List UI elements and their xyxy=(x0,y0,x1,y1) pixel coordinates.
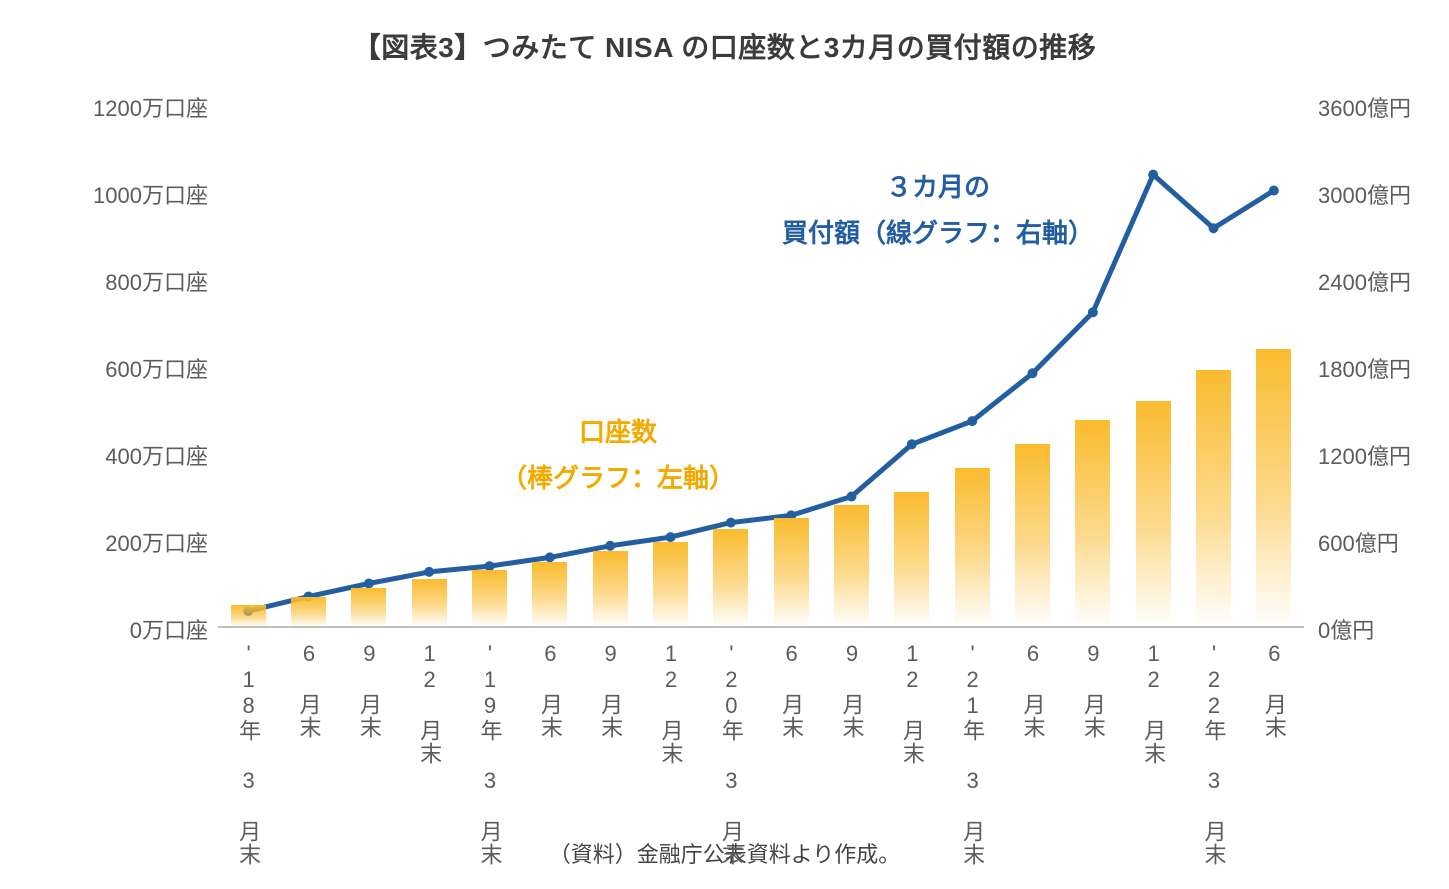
line-path xyxy=(248,175,1274,611)
bar xyxy=(1015,444,1050,627)
bar xyxy=(1136,401,1171,627)
y-left-tick: 400万口座 xyxy=(105,439,208,471)
y-left-tick: 1000万口座 xyxy=(93,178,208,210)
x-tick: 6 月末 xyxy=(1022,641,1044,739)
plot-area: 口座数（棒グラフ：左軸） ３カ月の買付額（線グラフ：右軸） xyxy=(218,105,1304,627)
bar xyxy=(532,562,567,627)
bar xyxy=(834,505,869,627)
x-tick: '22年 3 月末 xyxy=(1203,641,1225,866)
x-tick: 9 月末 xyxy=(358,641,380,739)
line-marker xyxy=(424,567,434,577)
x-tick: 6 月末 xyxy=(1263,641,1285,739)
line-marker xyxy=(847,492,857,502)
bar xyxy=(955,468,990,627)
x-tick: 6 月末 xyxy=(539,641,561,739)
x-tick: '18年 3 月末 xyxy=(237,641,259,866)
x-tick: '19年 3 月末 xyxy=(479,641,501,866)
x-tick: '20年 3 月末 xyxy=(720,641,742,866)
x-tick: '21年 3 月末 xyxy=(961,641,983,866)
bar xyxy=(894,492,929,627)
bar-series-label: 口座数（棒グラフ：左軸） xyxy=(501,410,735,501)
line-series-label: ３カ月の買付額（線グラフ：右軸） xyxy=(782,165,1094,256)
y-right-tick: 600億円 xyxy=(1318,526,1399,558)
line-marker xyxy=(967,416,977,426)
bar xyxy=(1075,420,1110,627)
chart-title: 【図表3】つみたて NISA の口座数と3カ月の買付額の推移 xyxy=(0,26,1449,66)
y-left-tick: 600万口座 xyxy=(105,352,208,384)
line-marker xyxy=(605,541,615,551)
bar xyxy=(1196,370,1231,627)
line-marker xyxy=(1209,223,1219,233)
bar xyxy=(1256,349,1291,627)
line-marker xyxy=(1088,307,1098,317)
x-tick: 9 月末 xyxy=(599,641,621,739)
x-tick: 12 月末 xyxy=(901,641,923,765)
bar xyxy=(351,588,386,627)
line-marker xyxy=(1148,170,1158,180)
y-left-tick: 800万口座 xyxy=(105,265,208,297)
bar xyxy=(593,551,628,627)
y-left-tick: 0万口座 xyxy=(130,613,208,645)
x-tick: 9 月末 xyxy=(1082,641,1104,739)
y-right-tick: 1800億円 xyxy=(1318,352,1411,384)
bar xyxy=(774,518,809,627)
y-right-tick: 3600億円 xyxy=(1318,91,1411,123)
line-marker xyxy=(1028,368,1038,378)
x-tick: 6 月末 xyxy=(780,641,802,739)
x-tick: 12 月末 xyxy=(660,641,682,765)
x-tick: 12 月末 xyxy=(418,641,440,765)
bar xyxy=(653,542,688,627)
bar xyxy=(291,597,326,627)
line-marker xyxy=(666,532,676,542)
y-left-tick: 200万口座 xyxy=(105,526,208,558)
line-marker xyxy=(907,439,917,449)
y-left-tick: 1200万口座 xyxy=(93,91,208,123)
bar xyxy=(472,570,507,627)
x-tick: 12 月末 xyxy=(1142,641,1164,765)
bar xyxy=(412,579,447,627)
x-tick: 9 月末 xyxy=(841,641,863,739)
y-right-tick: 0億円 xyxy=(1318,613,1374,645)
bar xyxy=(231,605,266,627)
y-right-tick: 3000億円 xyxy=(1318,178,1411,210)
y-right-tick: 2400億円 xyxy=(1318,265,1411,297)
x-tick: 6 月末 xyxy=(298,641,320,739)
bar xyxy=(713,529,748,627)
y-right-tick: 1200億円 xyxy=(1318,439,1411,471)
line-marker xyxy=(726,518,736,528)
line-marker xyxy=(1269,186,1279,196)
